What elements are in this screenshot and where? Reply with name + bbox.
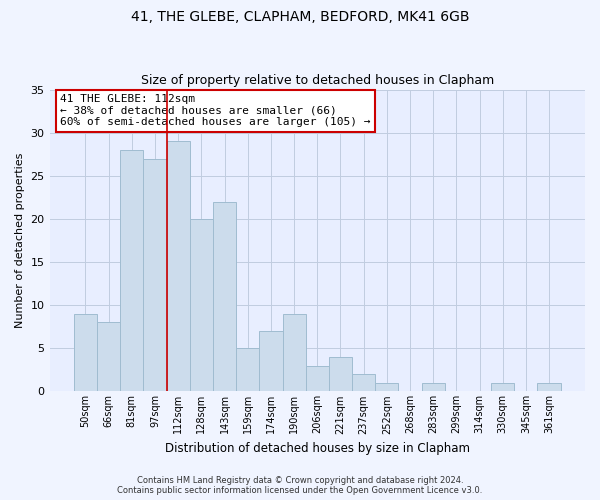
Bar bbox=[167, 142, 190, 392]
Title: Size of property relative to detached houses in Clapham: Size of property relative to detached ho… bbox=[140, 74, 494, 87]
Bar bbox=[283, 314, 305, 392]
X-axis label: Distribution of detached houses by size in Clapham: Distribution of detached houses by size … bbox=[165, 442, 470, 455]
Text: 41, THE GLEBE, CLAPHAM, BEDFORD, MK41 6GB: 41, THE GLEBE, CLAPHAM, BEDFORD, MK41 6G… bbox=[131, 10, 469, 24]
Bar bbox=[375, 383, 398, 392]
Bar bbox=[74, 314, 97, 392]
Text: Contains HM Land Registry data © Crown copyright and database right 2024.
Contai: Contains HM Land Registry data © Crown c… bbox=[118, 476, 482, 495]
Bar bbox=[538, 383, 560, 392]
Bar bbox=[491, 383, 514, 392]
Bar bbox=[259, 331, 283, 392]
Bar bbox=[143, 158, 167, 392]
Bar bbox=[97, 322, 120, 392]
Bar bbox=[305, 366, 329, 392]
Text: 41 THE GLEBE: 112sqm
← 38% of detached houses are smaller (66)
60% of semi-detac: 41 THE GLEBE: 112sqm ← 38% of detached h… bbox=[60, 94, 371, 128]
Bar bbox=[190, 219, 213, 392]
Y-axis label: Number of detached properties: Number of detached properties bbox=[15, 153, 25, 328]
Bar bbox=[120, 150, 143, 392]
Bar bbox=[213, 202, 236, 392]
Bar bbox=[352, 374, 375, 392]
Bar bbox=[236, 348, 259, 392]
Bar bbox=[329, 357, 352, 392]
Bar bbox=[422, 383, 445, 392]
